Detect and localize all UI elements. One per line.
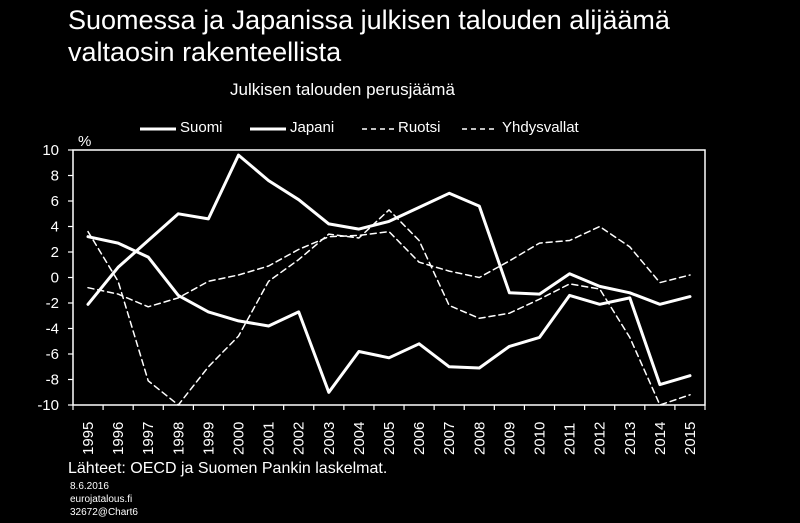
site-name: eurojatalous.fi bbox=[70, 494, 133, 505]
x-tick-label: 2006 bbox=[411, 422, 428, 455]
x-tick-label: 2008 bbox=[471, 422, 488, 455]
legend-line-suomi bbox=[140, 127, 176, 131]
title-line-1: Suomessa ja Japanissa julkisen talouden … bbox=[68, 5, 670, 35]
chart-code: 32672@Chart6 bbox=[70, 507, 138, 518]
series-line-japani bbox=[86, 235, 692, 394]
series-line-yhdysvallat bbox=[87, 225, 691, 308]
y-tick-label: -2 bbox=[46, 295, 59, 312]
y-tick-label: -8 bbox=[46, 372, 59, 389]
chart-legend: Suomi Japani Ruotsi Yhdysvallat bbox=[0, 118, 800, 138]
x-tick-label: 2002 bbox=[291, 422, 308, 455]
y-tick-label: -10 bbox=[37, 397, 59, 414]
legend-label-suomi: Suomi bbox=[180, 119, 223, 136]
x-tick-label: 2001 bbox=[261, 422, 278, 455]
x-tick-label: 2000 bbox=[231, 422, 248, 455]
x-tick-label: 2011 bbox=[562, 423, 579, 455]
plot-frame bbox=[72, 149, 706, 406]
legend-label-ruotsi: Ruotsi bbox=[398, 119, 441, 136]
chart-subtitle: Julkisen talouden perusjäämä bbox=[230, 80, 455, 99]
y-tick-label: 2 bbox=[51, 244, 59, 261]
y-tick-label: 6 bbox=[51, 193, 59, 210]
x-tick-label: 2007 bbox=[441, 422, 458, 455]
publish-date: 8.6.2016 bbox=[70, 481, 109, 492]
y-axis-unit: % bbox=[78, 133, 91, 150]
legend-label-yhdysvallat: Yhdysvallat bbox=[502, 119, 579, 136]
x-tick-label: 2014 bbox=[652, 422, 669, 455]
x-tick-label: 2010 bbox=[531, 422, 548, 455]
legend-label-japani: Japani bbox=[290, 119, 335, 136]
x-tick-label: 2015 bbox=[682, 422, 699, 455]
y-tick-label: 8 bbox=[51, 168, 59, 185]
x-tick-label: 1999 bbox=[200, 422, 217, 455]
x-tick-label: 2012 bbox=[592, 422, 609, 455]
y-tick-label: 0 bbox=[51, 270, 59, 287]
legend-line-ruotsi bbox=[362, 128, 398, 130]
x-tick-label: 1998 bbox=[170, 422, 187, 455]
y-tick-label: 4 bbox=[51, 219, 59, 236]
series-line-suomi bbox=[86, 153, 692, 306]
y-tick-label: -6 bbox=[46, 346, 59, 363]
y-tick-label: -4 bbox=[46, 321, 59, 338]
x-tick-label: 2009 bbox=[501, 422, 518, 455]
x-tick-label: 2013 bbox=[622, 422, 639, 455]
series-line-ruotsi bbox=[87, 209, 691, 406]
chart-title: Suomessa ja Japanissa julkisen talouden … bbox=[68, 4, 788, 68]
source-note: Lähteet: OECD ja Suomen Pankin laskelmat… bbox=[68, 460, 388, 477]
x-tick-label: 2003 bbox=[321, 422, 338, 455]
y-tick-label: 10 bbox=[42, 142, 59, 159]
x-tick-label: 1995 bbox=[80, 422, 97, 455]
legend-line-japani bbox=[250, 127, 286, 131]
x-tick-label: 2004 bbox=[351, 422, 368, 455]
x-tick-label: 1997 bbox=[140, 422, 157, 455]
x-tick-label: 2005 bbox=[381, 422, 398, 455]
legend-line-yhdysvallat bbox=[462, 128, 498, 130]
x-tick-label: 1996 bbox=[110, 422, 127, 455]
title-line-2: valtaosin rakenteellista bbox=[68, 37, 342, 67]
